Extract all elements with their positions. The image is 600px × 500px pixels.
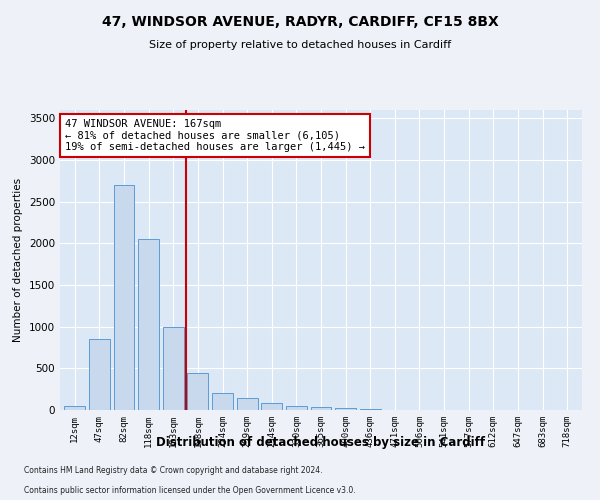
Bar bbox=[360, 409, 381, 410]
Text: Contains HM Land Registry data © Crown copyright and database right 2024.: Contains HM Land Registry data © Crown c… bbox=[24, 466, 323, 475]
Bar bbox=[261, 404, 282, 410]
Bar bbox=[187, 372, 208, 410]
Bar bbox=[138, 239, 159, 410]
Text: Distribution of detached houses by size in Cardiff: Distribution of detached houses by size … bbox=[157, 436, 485, 449]
Text: 47, WINDSOR AVENUE, RADYR, CARDIFF, CF15 8BX: 47, WINDSOR AVENUE, RADYR, CARDIFF, CF15… bbox=[101, 15, 499, 29]
Y-axis label: Number of detached properties: Number of detached properties bbox=[13, 178, 23, 342]
Bar bbox=[64, 406, 85, 410]
Bar bbox=[311, 407, 331, 410]
Bar bbox=[212, 392, 233, 410]
Bar bbox=[163, 326, 184, 410]
Bar bbox=[236, 398, 257, 410]
Text: Size of property relative to detached houses in Cardiff: Size of property relative to detached ho… bbox=[149, 40, 451, 50]
Bar bbox=[286, 406, 307, 410]
Bar bbox=[89, 339, 110, 410]
Text: 47 WINDSOR AVENUE: 167sqm
← 81% of detached houses are smaller (6,105)
19% of se: 47 WINDSOR AVENUE: 167sqm ← 81% of detac… bbox=[65, 119, 365, 152]
Text: Contains public sector information licensed under the Open Government Licence v3: Contains public sector information licen… bbox=[24, 486, 356, 495]
Bar bbox=[113, 185, 134, 410]
Bar bbox=[335, 408, 356, 410]
